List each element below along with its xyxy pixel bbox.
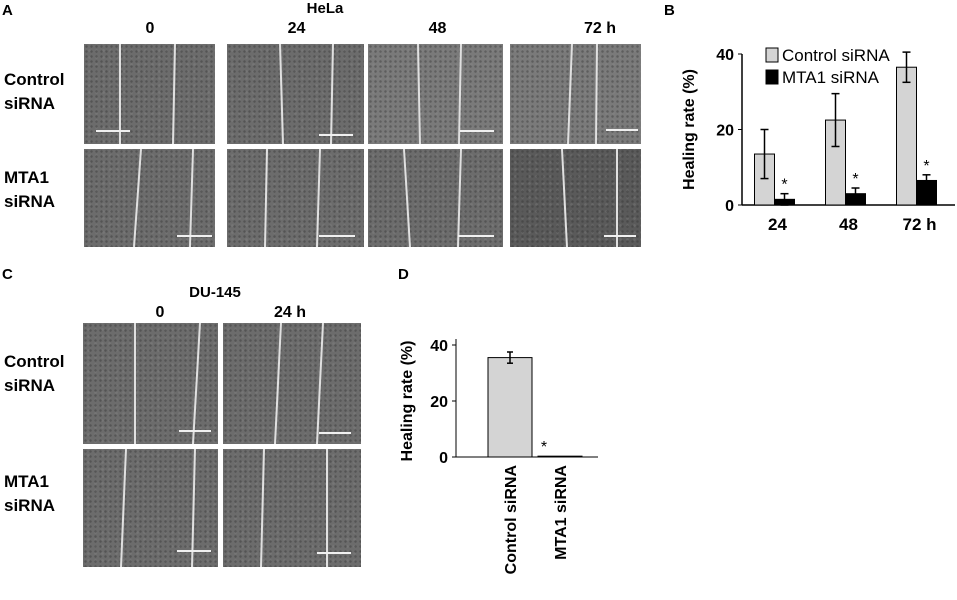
micrograph-hela-mta1-72h xyxy=(510,149,641,247)
significance-star: * xyxy=(781,177,787,194)
panel-letter-b: B xyxy=(664,2,675,19)
scratch-lines xyxy=(134,323,211,444)
panel-c-timepoint-24: 24 h xyxy=(273,304,306,321)
panel-a-timepoint-24: 24 xyxy=(287,20,306,37)
x-tick-label: Control siRNA xyxy=(503,465,520,575)
micrograph-du145-mta1-0h xyxy=(83,449,218,567)
row-label-line: Control xyxy=(4,352,65,371)
micrograph-du145-control-0h xyxy=(83,323,218,444)
micrograph-hela-mta1-0h xyxy=(84,149,215,247)
chart-d: 0 20 40 Healing rate (%) Control siRNA * MTA1 … xyxy=(399,338,598,575)
scratch-lines xyxy=(133,149,212,247)
scratch-lines xyxy=(567,44,638,144)
y-tick-label: 0 xyxy=(725,198,734,215)
panel-c-cell-line: DU-145 xyxy=(189,284,241,301)
legend-swatch xyxy=(765,47,779,63)
row-label-line: MTA1 xyxy=(4,168,50,187)
micrograph-hela-mta1-24h xyxy=(227,149,364,247)
scratch-lines xyxy=(274,323,351,444)
panel-a-timepoint-72: 72 h xyxy=(583,20,616,37)
row-label-line: MTA1 xyxy=(4,472,50,491)
panel-a-timepoint-0: 0 xyxy=(145,20,155,37)
y-axis-label: Healing rate (%) xyxy=(681,69,698,190)
x-tick-label: 72 h xyxy=(902,215,936,234)
panel-a-timepoint-48: 48 xyxy=(428,20,447,37)
panel-a-row-label-control: Control siRNA xyxy=(4,68,64,116)
y-tick-label: 40 xyxy=(430,338,448,355)
legend-swatch xyxy=(765,69,779,85)
y-tick-label: 0 xyxy=(439,450,448,467)
scratch-lines xyxy=(120,449,211,567)
significance-star: * xyxy=(923,158,929,175)
x-tick-label: 24 xyxy=(768,215,787,234)
significance-star: * xyxy=(541,439,547,456)
row-label-line: siRNA xyxy=(4,376,56,395)
scratch-lines xyxy=(96,44,176,144)
scratch-lines xyxy=(403,149,494,247)
y-axis-label: Healing rate (%) xyxy=(399,341,416,462)
micrograph-du145-control-24h xyxy=(223,323,361,444)
scratch-lines xyxy=(417,44,494,144)
row-label-line: Control xyxy=(4,70,65,89)
bar-control xyxy=(487,357,533,458)
micrograph-hela-control-0h xyxy=(84,44,215,144)
x-tick-label: 48 xyxy=(839,215,858,234)
scratch-lines xyxy=(561,149,636,247)
y-tick-label: 20 xyxy=(716,123,734,140)
significance-star: * xyxy=(852,171,858,188)
panel-a-row-label-mta1: MTA1 siRNA xyxy=(4,166,55,214)
panel-c-timepoint-0: 0 xyxy=(155,304,165,321)
panel-letter-c: C xyxy=(2,266,13,283)
y-tick-label: 20 xyxy=(430,394,448,411)
panel-c-row-label-control: Control siRNA xyxy=(4,350,64,398)
panel-a-cell-line: HeLa xyxy=(306,0,344,17)
legend-label: MTA1 siRNA xyxy=(782,68,880,87)
row-label-line: siRNA xyxy=(4,496,56,515)
row-label-line: siRNA xyxy=(4,192,56,211)
micrograph-hela-control-72h xyxy=(510,44,641,144)
panel-c-row-label-mta1: MTA1 siRNA xyxy=(4,470,55,518)
legend-label: Control siRNA xyxy=(782,46,890,65)
micrograph-hela-control-24h xyxy=(227,44,364,144)
bar-control xyxy=(896,66,917,206)
scratch-lines xyxy=(264,149,355,247)
panel-letter-d: D xyxy=(398,266,409,283)
y-tick-label: 40 xyxy=(716,47,734,64)
micrograph-hela-mta1-48h xyxy=(368,149,503,247)
scratch-lines xyxy=(260,449,351,567)
bar-mta1 xyxy=(537,455,583,458)
chart-b: 0 20 40 Healing rate (%) * 24 * 48 * 72 h Control … xyxy=(681,46,955,234)
x-tick-label: MTA1 siRNA xyxy=(553,465,570,560)
row-label-line: siRNA xyxy=(4,94,56,113)
micrograph-du145-mta1-24h xyxy=(223,449,361,567)
scratch-lines xyxy=(279,44,353,144)
panel-letter-a: A xyxy=(2,2,13,19)
micrograph-hela-control-48h xyxy=(368,44,503,144)
